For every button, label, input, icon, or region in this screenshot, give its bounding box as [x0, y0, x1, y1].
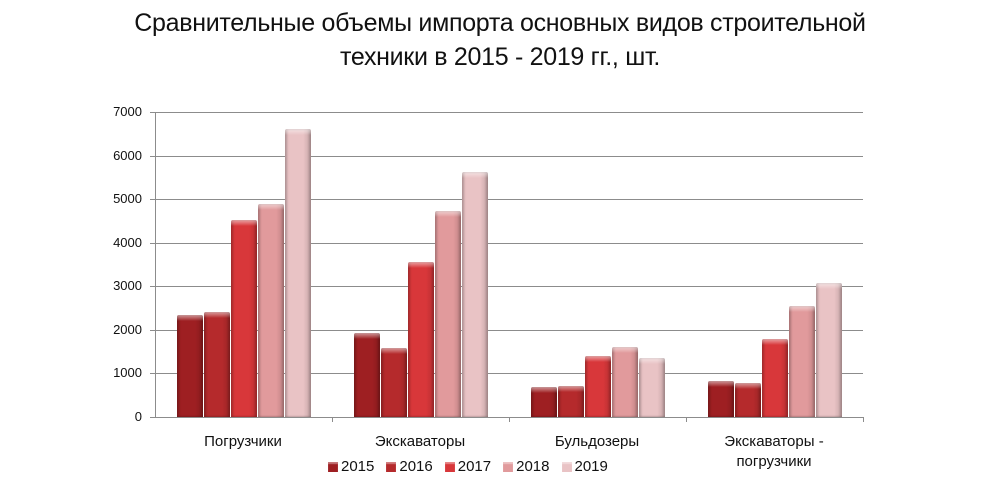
gridline [155, 155, 863, 157]
bar-2016 [557, 386, 584, 417]
y-tick-label: 2000 [113, 321, 142, 337]
y-tick-label: 1000 [113, 365, 142, 381]
legend-label: 2018 [516, 458, 550, 475]
category-label-line-1: Экскаваторы - [724, 433, 824, 450]
y-tick [150, 286, 155, 288]
y-tick-label: 3000 [113, 278, 142, 294]
legend-swatch-icon [386, 461, 397, 472]
bar-2019 [638, 358, 665, 417]
y-tick [150, 112, 155, 113]
x-tick [863, 417, 864, 422]
x-tick [332, 417, 333, 422]
y-tick-label: 4000 [113, 234, 142, 250]
category-label-excavators: Экскаваторы [374, 433, 466, 450]
bar-2015 [530, 386, 557, 417]
legend-label: 2016 [399, 458, 433, 475]
y-tick [150, 417, 155, 418]
bar-2018 [257, 204, 284, 417]
category-label-backhoe-loaders: Экскаваторы - погрузчики [686, 432, 862, 472]
y-tick [150, 329, 155, 331]
legend-swatch-icon [444, 461, 455, 472]
bar-2017 [407, 261, 434, 417]
legend-item-2019: 2019 [561, 458, 608, 475]
chart-title-line-1: Сравнительные объемы импорта основных ви… [134, 9, 866, 37]
category-label-line-2: погрузчики [736, 453, 812, 470]
y-tick [150, 199, 155, 201]
legend-item-2017: 2017 [444, 458, 492, 475]
bar-2019 [284, 129, 311, 417]
gridline [155, 329, 863, 331]
bar-2019 [461, 172, 488, 417]
x-tick [686, 417, 687, 422]
legend-swatch-icon [328, 461, 338, 472]
bar-2017 [230, 219, 257, 417]
y-tick-label: 5000 [113, 191, 142, 207]
bar-2016 [380, 348, 407, 417]
bar-2015 [707, 380, 734, 417]
y-tick [150, 373, 155, 375]
bar-2016 [734, 383, 761, 417]
legend-swatch-icon [561, 461, 572, 472]
legend: 2015 2016 2017 2018 2019 [328, 458, 608, 475]
y-tick-label: 0 [134, 409, 142, 424]
y-tick-label: 7000 [113, 104, 142, 119]
y-tick [150, 155, 155, 157]
bar-2018 [788, 305, 815, 417]
legend-label: 2019 [574, 458, 608, 475]
bar-2018 [434, 211, 461, 417]
bar-2017 [761, 339, 788, 417]
bar-2015 [353, 332, 380, 417]
chart-title: Сравнительные объемы импорта основных ви… [0, 6, 1000, 74]
chart-title-line-2: техники в 2015 - 2019 гг., шт. [340, 43, 660, 71]
legend-item-2018: 2018 [503, 458, 550, 475]
y-axis [155, 112, 156, 418]
bar-2015 [176, 314, 203, 417]
gridline [155, 112, 863, 113]
legend-item-2015: 2015 [328, 458, 374, 475]
y-tick-label: 6000 [113, 147, 142, 163]
gridline [155, 199, 863, 201]
legend-item-2016: 2016 [386, 458, 433, 475]
legend-label: 2015 [341, 458, 375, 475]
category-label-loaders: Погрузчики [204, 433, 282, 450]
plot-area [155, 112, 863, 417]
legend-swatch-icon [503, 461, 514, 472]
gridline [155, 373, 863, 375]
category-label-bulldozers: Бульдозеры [554, 433, 640, 450]
gridline [155, 286, 863, 288]
gridline [155, 242, 863, 244]
bar-2017 [584, 356, 611, 417]
y-tick [150, 242, 155, 244]
x-axis [150, 417, 863, 418]
bar-2016 [203, 312, 230, 417]
bar-2019 [815, 282, 842, 417]
bar-2018 [611, 346, 638, 417]
legend-label: 2017 [457, 458, 492, 475]
x-tick [509, 417, 510, 422]
